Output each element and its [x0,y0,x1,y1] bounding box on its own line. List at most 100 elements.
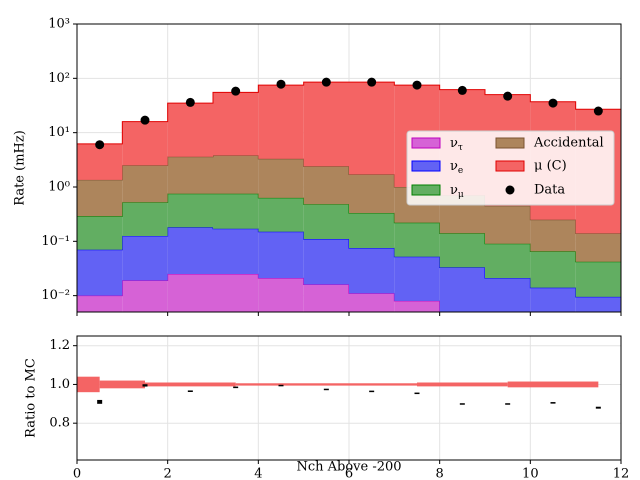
ratio-point [550,402,556,404]
data-point [412,80,422,90]
y-tick-label: 10² [48,71,70,86]
y-axis-label: Ratio to MC [24,358,39,438]
hist-bar [258,278,304,312]
ratio-point [278,384,284,387]
ratio-point [97,399,103,404]
hist-edge [77,193,621,297]
data-point [231,86,241,96]
hist-bar [213,92,259,156]
mc-band [417,382,508,387]
hist-bar [77,143,123,180]
hist-bar [575,296,621,312]
hist-bar [530,251,576,288]
hist-bar [485,278,531,312]
mc-band [99,380,145,389]
legend-label: Data [534,183,565,198]
x-axis-label: Nch Above -200 [296,460,401,475]
y-tick-label: 10³ [48,17,70,32]
mc-band [507,381,599,388]
hist-bar [575,233,621,262]
hist-bar [77,249,123,296]
hist-bar [167,227,213,275]
y-tick-label: 1.0 [49,377,70,392]
data-point [185,97,195,107]
hist-bar [349,248,395,294]
legend-label: Accidental [533,136,604,151]
hist-bar [349,293,395,312]
hist-bar [167,193,213,228]
hist-bar [530,287,576,312]
x-tick-label: 12 [613,467,630,480]
legend-label: νμ [450,183,464,200]
axes-frame [76,335,622,461]
legend-swatch [495,160,525,172]
hist-bar [485,243,531,279]
hist-bar [303,204,349,240]
y-tick-label: 0.8 [49,416,70,431]
hist-bar [349,213,395,249]
legend-swatch [411,160,441,172]
hist-bar [77,295,123,312]
hist-bar [440,312,485,322]
hist-bar [77,216,123,250]
hist-bar [167,103,213,157]
y-tick-label: 1.2 [49,338,70,353]
hist-edge [77,81,621,234]
hist-bar [439,267,485,312]
x-tick-label: 4 [254,467,262,480]
y-tick-label: 10⁻¹ [41,234,70,249]
hist-bar [213,155,259,194]
ratio-point [595,406,601,409]
data-point [593,106,603,116]
y-tick-label: 10¹ [48,125,70,140]
plot-area [77,77,621,322]
hist-bar [575,261,621,297]
data-point [95,140,105,150]
legend: ντ νe νμ Accidental μ (C) Data [406,130,615,206]
y-tick-label: 10⁻² [41,288,70,303]
hist-bar [258,158,304,198]
hist-bar [394,300,440,312]
x-tick-label: 10 [522,467,539,480]
hist-bar [394,222,440,257]
x-tick-label: 8 [436,467,444,480]
legend-swatch [411,137,441,149]
ratio-point [187,390,193,392]
y-tick-label: 10⁰ [48,179,70,194]
hist-bar [258,231,304,279]
hist-bar [122,236,168,281]
mc-band [235,383,417,386]
x-tick-label: 2 [164,467,172,480]
hist-bar [303,82,349,167]
hist-bar [485,317,530,322]
ratio-point [233,386,239,389]
axes-frame [76,23,622,313]
hist-bar [258,85,304,159]
data-point [548,98,558,108]
data-point [503,91,513,101]
plot-area [77,376,601,409]
hist-bar [213,193,259,229]
x-tick-label: 0 [73,467,81,480]
legend-marker [505,185,515,195]
data-point [367,77,377,87]
data-point [321,77,331,87]
ratio-point [505,403,511,405]
hist-bar [303,239,349,285]
data-point [457,85,467,95]
x-tick-label: 6 [345,467,353,480]
ratio-point [323,388,329,391]
hist-bar [349,174,395,214]
ratio-point [459,403,465,405]
hist-bar [530,219,576,252]
hist-bar [122,280,168,312]
data-point [276,79,286,89]
legend-label: ντ [450,136,463,153]
hist-bar [213,274,259,312]
hist-bar [394,256,440,301]
ratio-point [369,390,375,393]
mc-band [145,382,236,387]
hist-bar [77,179,123,217]
hist-bar [349,82,395,175]
